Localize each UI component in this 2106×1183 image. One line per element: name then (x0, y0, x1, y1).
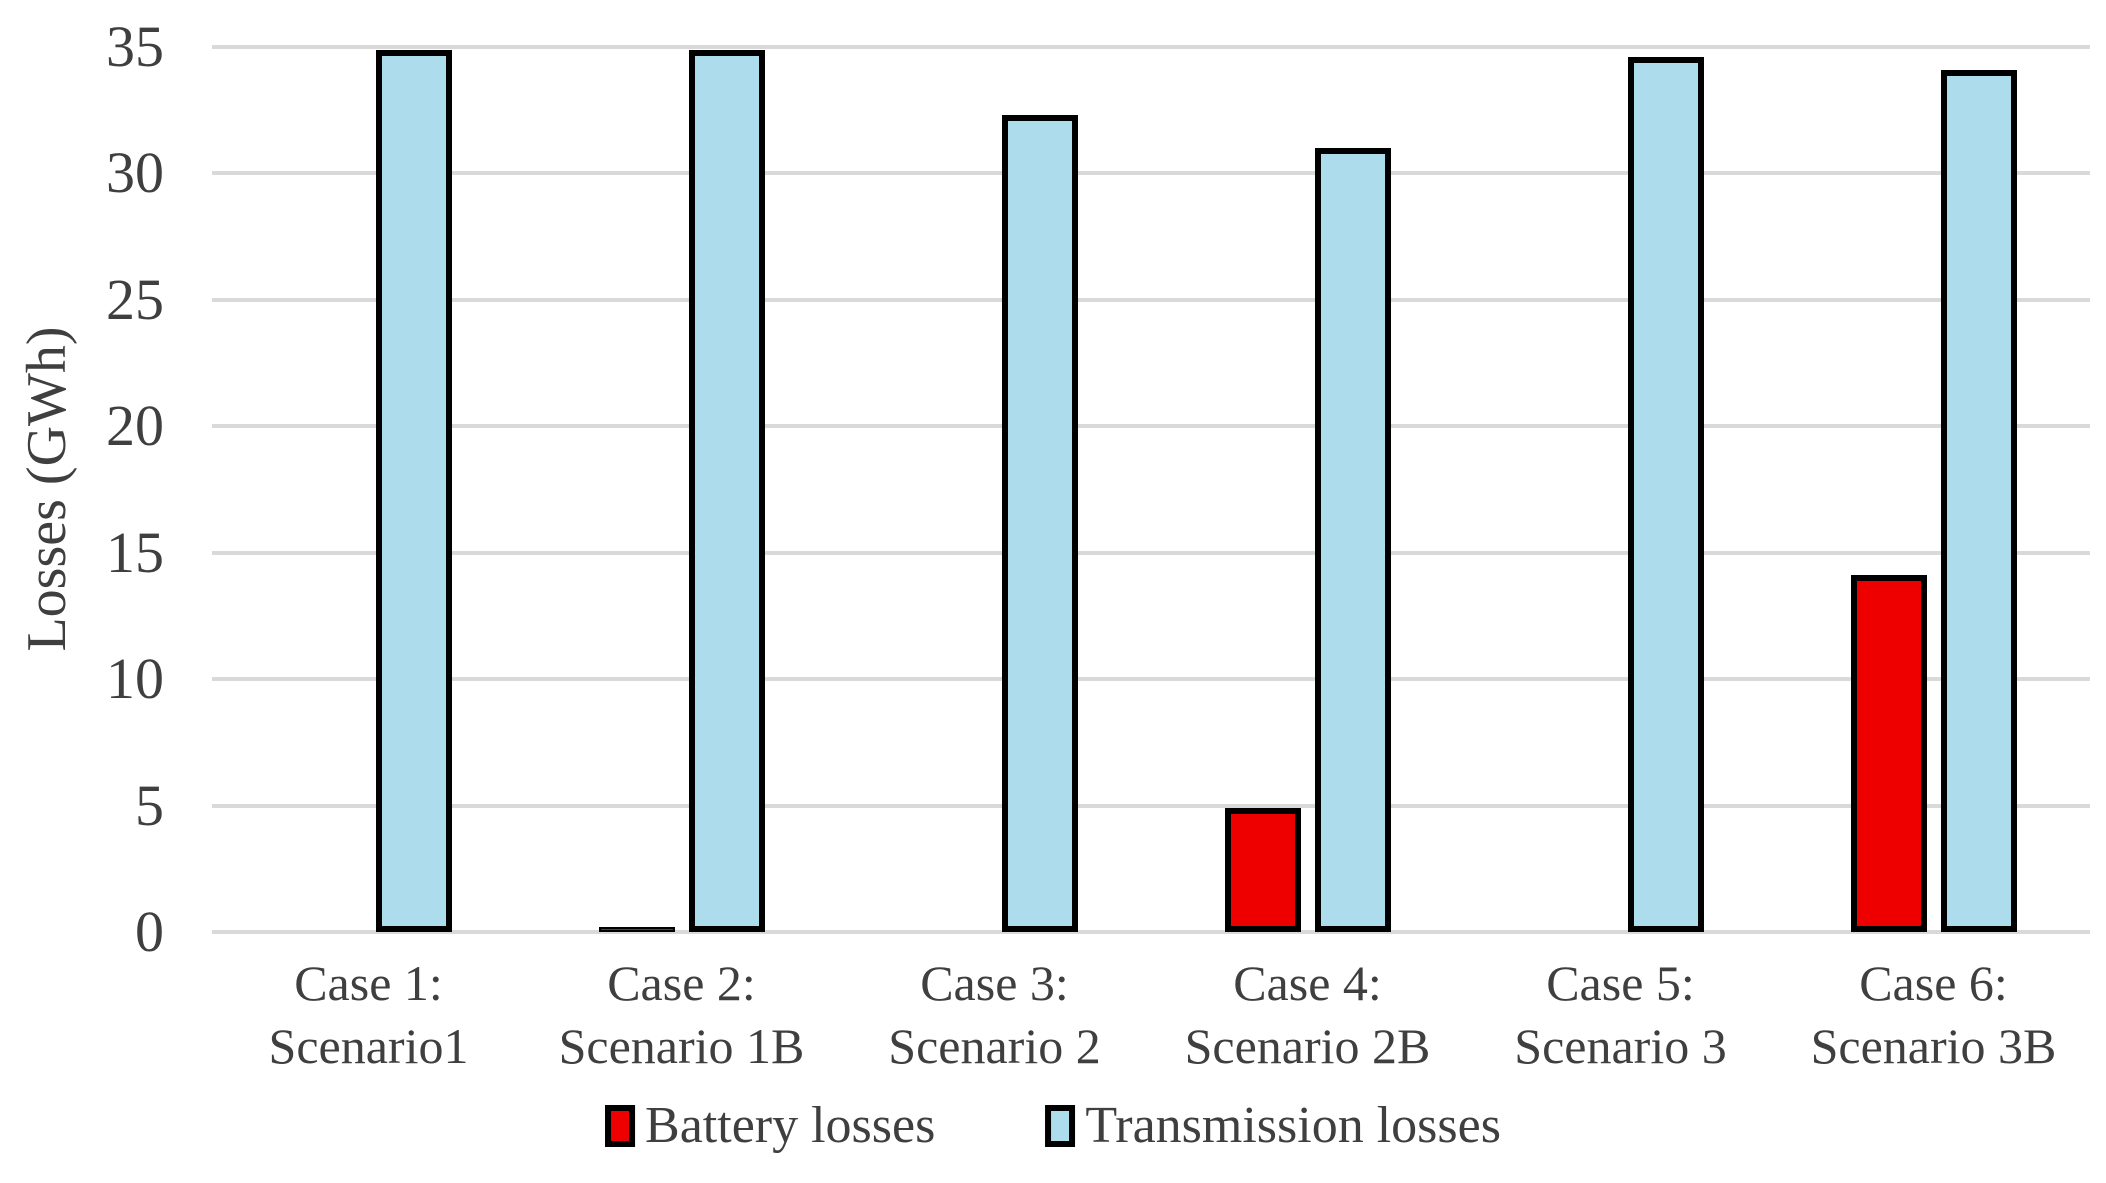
gridline (212, 550, 2090, 555)
y-tick-label: 0 (135, 899, 164, 964)
x-category-label: Case 4: Scenario 2B (1151, 952, 1464, 1078)
transmission-losses-swatch-icon (1045, 1104, 1076, 1147)
legend-item-battery-losses: Battery losses (605, 1096, 935, 1155)
battery-losses-swatch-icon (605, 1104, 636, 1147)
transmission-losses-bar (688, 50, 765, 932)
y-tick-label: 30 (106, 140, 164, 206)
x-category-label-line2: Scenario 2B (1184, 1018, 1431, 1074)
y-tick-label: 25 (106, 266, 164, 332)
gridline (212, 424, 2090, 429)
x-category-label-line1: Case 1: (294, 955, 443, 1011)
x-category-label-line1: Case 3: (920, 955, 1069, 1011)
bar-group (212, 47, 525, 932)
legend-label-battery-losses: Battery losses (645, 1097, 936, 1154)
x-axis-labels: Case 1: Scenario1 Case 2: Scenario 1B Case 3… (212, 952, 2090, 1078)
y-tick-label: 5 (135, 772, 164, 838)
transmission-losses-bar (375, 50, 452, 932)
x-category-label-line2: Scenario 3B (1810, 1018, 2057, 1074)
legend-label-transmission-losses: Transmission losses (1085, 1097, 1501, 1154)
gridline (212, 171, 2090, 176)
gridline (212, 803, 2090, 808)
x-category-label-line1: Case 4: (1233, 955, 1382, 1011)
transmission-losses-bar (1001, 115, 1078, 932)
x-category-label-line2: Scenario 2 (888, 1018, 1101, 1074)
bar-group (525, 47, 838, 932)
legend: Battery losses Transmission losses (605, 1096, 1501, 1155)
x-category-label-line1: Case 6: (1859, 955, 2008, 1011)
x-category-label: Case 3: Scenario 2 (838, 952, 1151, 1078)
x-category-label: Case 5: Scenario 3 (1464, 952, 1777, 1078)
x-category-label-line1: Case 5: (1546, 955, 1695, 1011)
x-category-label: Case 1: Scenario1 (212, 952, 525, 1078)
transmission-losses-bar (1627, 57, 1704, 932)
gridline (212, 45, 2090, 49)
y-tick-label: 15 (106, 519, 164, 585)
gridline (212, 297, 2090, 302)
bar-group (1777, 47, 2090, 932)
x-category-label-line2: Scenario1 (268, 1018, 469, 1074)
y-tick-label: 20 (106, 393, 164, 459)
transmission-losses-bar (1314, 148, 1391, 932)
gridline (212, 930, 2090, 934)
battery-losses-bar (1224, 808, 1301, 932)
battery-losses-bar (1850, 575, 1927, 932)
x-category-label: Case 6: Scenario 3B (1777, 952, 2090, 1078)
gridline (212, 677, 2090, 682)
bar-group (838, 47, 1151, 932)
transmission-losses-bar (1940, 70, 2017, 932)
plot-area (212, 45, 2090, 934)
bar-group (1464, 47, 1777, 932)
x-category-label-line1: Case 2: (607, 955, 756, 1011)
y-tick-labels: 0 5 10 15 20 25 30 35 (0, 18, 164, 961)
y-tick-label: 35 (106, 14, 164, 79)
bar-group (1151, 47, 1464, 932)
bar-groups (212, 47, 2090, 932)
battery-losses-bar (598, 927, 675, 932)
legend-item-transmission-losses: Transmission losses (1045, 1096, 1501, 1155)
x-category-label: Case 2: Scenario 1B (525, 952, 838, 1078)
x-category-label-line2: Scenario 1B (558, 1018, 805, 1074)
y-tick-label: 10 (106, 646, 164, 712)
x-category-label-line2: Scenario 3 (1514, 1018, 1727, 1074)
